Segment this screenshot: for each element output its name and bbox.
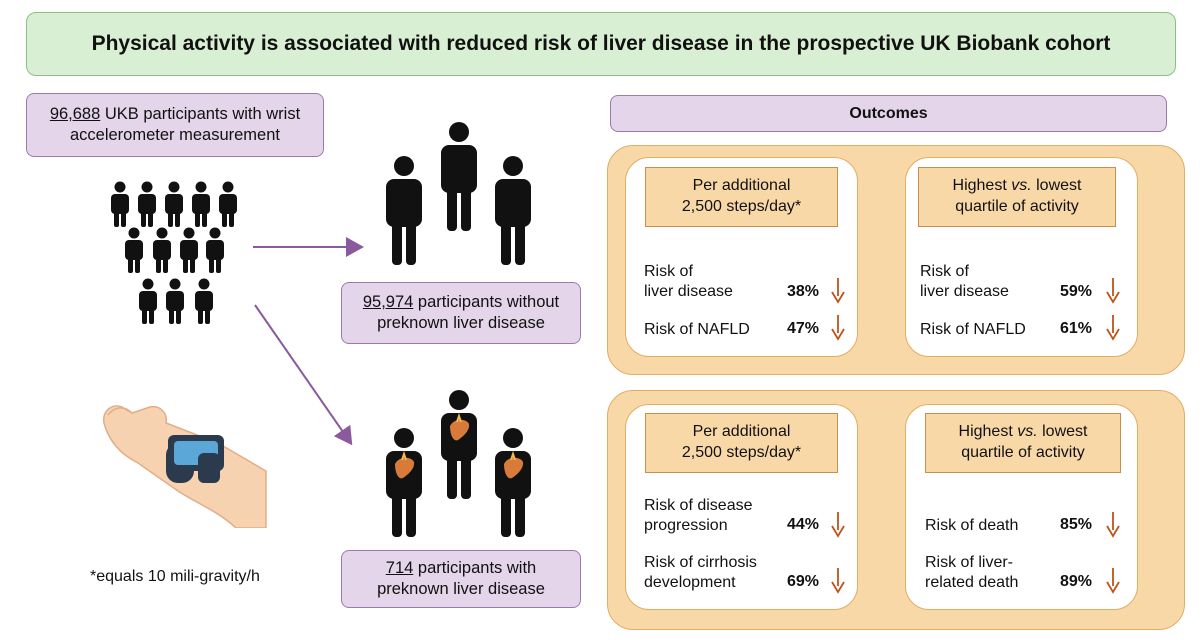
top-right-header-1b: vs. xyxy=(1011,177,1032,195)
bottom-right-row-2-label-1: Risk of liver- xyxy=(925,554,1014,571)
group-without-label-2: preknown liver disease xyxy=(377,314,545,332)
liver-icon xyxy=(440,389,478,500)
flow-arrow-icon xyxy=(253,237,364,446)
top-right-row-2-value: 61% xyxy=(1060,320,1093,337)
top-right-header-1c: lowest xyxy=(1031,177,1082,195)
group-with-count: 714 xyxy=(385,559,414,578)
top-left-row-1-label: Risk of liver disease xyxy=(644,262,733,302)
top-left-row-1-label-1: Risk of xyxy=(644,263,693,280)
top-left-row-2-value: 47% xyxy=(787,320,820,337)
group-with-label: participants with xyxy=(413,559,537,578)
top-right-header-1a: Highest xyxy=(952,177,1012,195)
cohort-label-2: accelerometer measurement xyxy=(69,126,280,144)
crowd-figure xyxy=(111,181,237,324)
group-without-figure xyxy=(386,122,531,265)
group-with-box: 714 participants with preknown liver dis… xyxy=(341,550,581,608)
bottom-left-row-2-label-1: Risk of cirrhosis xyxy=(644,554,757,571)
top-left-row-2-label: Risk of NAFLD xyxy=(644,321,750,338)
bottom-left-row-1-label-2: progression xyxy=(644,517,728,534)
bottom-right-card-header: Highest vs. lowest quartile of activity xyxy=(925,413,1121,473)
bottom-right-row-1-value: 85% xyxy=(1060,516,1093,533)
bottom-right-row-2-value: 89% xyxy=(1060,573,1093,590)
bottom-left-row-2-label: Risk of cirrhosis development xyxy=(644,553,757,593)
bottom-right-header-2: quartile of activity xyxy=(961,444,1085,461)
bottom-left-row-2-label-2: development xyxy=(644,574,736,591)
bottom-right-row-2-label: Risk of liver- related death xyxy=(925,553,1018,593)
top-left-header-1: Per additional xyxy=(692,177,791,195)
outcomes-header-text: Outcomes xyxy=(849,104,928,122)
outcomes-header: Outcomes xyxy=(610,95,1167,132)
top-left-header-2: 2,500 steps/day* xyxy=(681,198,802,215)
footnote: *equals 10 mili-gravity/h xyxy=(90,568,260,585)
watch-icon xyxy=(103,405,267,528)
bottom-right-header-1b: vs. xyxy=(1017,423,1038,441)
cohort-count: 96,688 xyxy=(49,105,101,124)
top-right-header-2: quartile of activity xyxy=(955,198,1079,215)
bottom-left-row-1-label-1: Risk of disease xyxy=(644,497,753,514)
cohort-label: UKB participants with wrist xyxy=(100,105,301,124)
top-right-row-2-label: Risk of NAFLD xyxy=(920,321,1026,338)
title-text: Physical activity is associated with red… xyxy=(91,32,1111,55)
group-without-box: 95,974 participants without preknown liv… xyxy=(341,282,581,344)
bottom-left-row-1-value: 44% xyxy=(787,516,820,533)
group-with-figure xyxy=(385,389,532,538)
top-left-row-1-value: 38% xyxy=(787,283,820,300)
bottom-right-header-1c: lowest xyxy=(1037,423,1088,441)
top-right-row-1-label: Risk of liver disease xyxy=(920,262,1009,302)
group-with-label-2: preknown liver disease xyxy=(377,580,545,598)
bottom-right-header-1a: Highest xyxy=(958,423,1018,441)
bottom-right-row-1-label: Risk of death xyxy=(925,517,1019,534)
top-right-row-1-label-2: liver disease xyxy=(920,283,1009,300)
cohort-box: 96,688 UKB participants with wrist accel… xyxy=(26,93,324,157)
top-right-row-1-label-1: Risk of xyxy=(920,263,969,280)
top-right-card-header: Highest vs. lowest quartile of activity xyxy=(918,167,1116,227)
group-without-count: 95,974 xyxy=(362,293,414,312)
group-without-label: participants without xyxy=(413,293,560,312)
bottom-left-header-2: 2,500 steps/day* xyxy=(681,444,802,461)
bottom-left-header-1: Per additional xyxy=(692,423,791,441)
top-left-row-1-label-2: liver disease xyxy=(644,283,733,300)
bottom-left-row-2-value: 69% xyxy=(787,573,820,590)
bottom-left-card-header: Per additional 2,500 steps/day* xyxy=(645,413,838,473)
page-title: Physical activity is associated with red… xyxy=(26,12,1176,76)
top-left-card-header: Per additional 2,500 steps/day* xyxy=(645,167,838,227)
top-right-row-1-value: 59% xyxy=(1060,283,1093,300)
bottom-left-row-1-label: Risk of disease progression xyxy=(644,496,753,536)
bottom-right-row-2-label-2: related death xyxy=(925,574,1019,591)
